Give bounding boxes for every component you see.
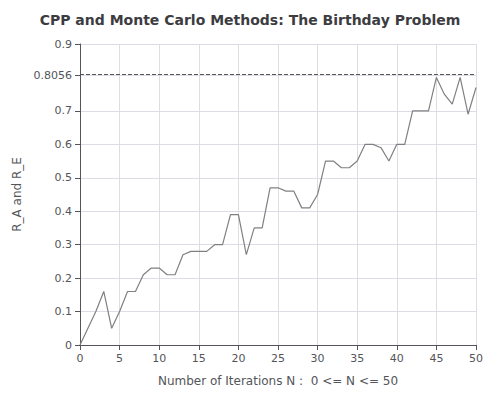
svg-text:Number of Iterations N : 0 <=: Number of Iterations N : 0 <= N <= 50 <box>158 374 398 388</box>
svg-text:20: 20 <box>231 352 245 365</box>
svg-text:25: 25 <box>271 352 285 365</box>
svg-text:R_A and R_E: R_A and R_E <box>10 157 24 232</box>
svg-text:CPP and Monte Carlo Methods: T: CPP and Monte Carlo Methods: The Birthda… <box>40 12 461 28</box>
svg-text:0: 0 <box>77 352 84 365</box>
svg-text:0.1: 0.1 <box>55 305 73 318</box>
svg-text:0.9: 0.9 <box>55 38 73 51</box>
svg-text:5: 5 <box>116 352 123 365</box>
svg-text:40: 40 <box>390 352 404 365</box>
svg-text:10: 10 <box>152 352 166 365</box>
svg-text:0.6: 0.6 <box>55 138 73 151</box>
svg-text:0.5: 0.5 <box>55 171 73 184</box>
svg-text:45: 45 <box>429 352 443 365</box>
svg-text:0.8056: 0.8056 <box>34 69 73 82</box>
svg-text:30: 30 <box>311 352 325 365</box>
svg-text:0.7: 0.7 <box>55 104 73 117</box>
svg-text:0.4: 0.4 <box>55 205 73 218</box>
svg-text:15: 15 <box>192 352 206 365</box>
svg-text:35: 35 <box>350 352 364 365</box>
svg-text:0.3: 0.3 <box>55 238 73 251</box>
svg-text:50: 50 <box>469 352 483 365</box>
svg-text:0.2: 0.2 <box>55 272 73 285</box>
svg-text:0: 0 <box>65 339 72 352</box>
